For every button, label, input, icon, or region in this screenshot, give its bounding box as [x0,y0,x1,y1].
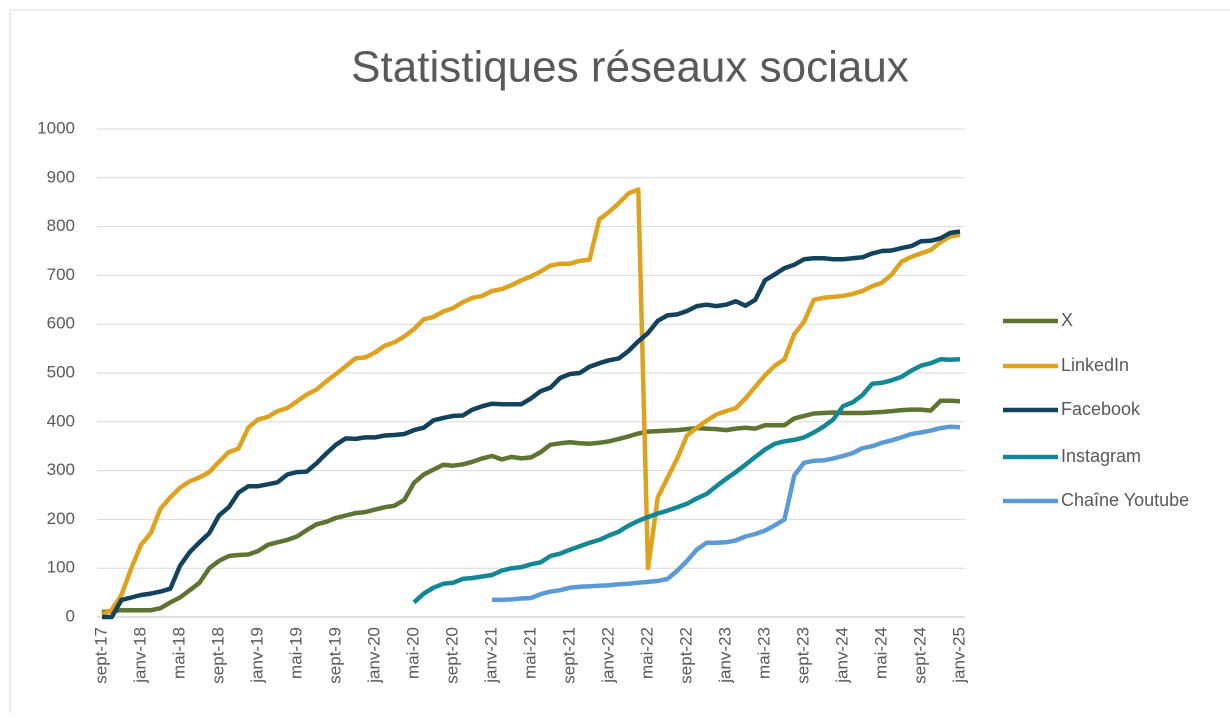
series-line [102,229,961,620]
x-tick-label: janv-23 [715,627,734,684]
y-tick-label: 500 [47,362,75,381]
x-tick-label: mai-24 [871,627,890,679]
x-tick-label: janv-18 [130,627,149,684]
x-tick-label: sept-22 [676,627,695,684]
legend-label: X [1061,310,1073,330]
legend-label: Chaîne Youtube [1061,490,1189,510]
x-tick-label: sept-18 [208,627,227,684]
y-tick-label: 600 [47,314,75,333]
legend-label: Instagram [1061,446,1141,466]
x-tick-label: mai-23 [754,627,773,679]
y-tick-label: 100 [47,558,75,577]
series-line [101,398,961,615]
series-line [100,187,961,617]
y-tick-label: 700 [47,265,75,284]
x-tick-label: janv-19 [247,627,266,684]
x-tick-label: janv-25 [949,627,968,684]
y-tick-label: 800 [47,216,75,235]
x-tick-label: sept-23 [793,627,812,684]
x-tick-label: mai-20 [403,627,422,679]
y-tick-label: 300 [47,460,75,479]
y-tick-label: 900 [47,167,75,186]
x-tick-label: mai-21 [520,627,539,679]
series-line [412,357,961,605]
legend-label: LinkedIn [1061,355,1129,375]
chart-frame [9,9,1230,718]
legend-label: Facebook [1061,399,1141,419]
x-tick-label: janv-20 [364,627,383,684]
series-line [492,424,961,603]
x-tick-label: sept-19 [325,627,344,684]
x-tick-label: sept-24 [910,627,929,684]
y-tick-label: 400 [47,411,75,430]
y-tick-label: 200 [47,509,75,528]
x-tick-label: janv-21 [481,627,500,684]
chart-title: Statistiques réseaux sociaux [351,43,909,92]
y-tick-label: 1000 [37,118,75,137]
x-tick-label: sept-20 [442,627,461,684]
x-tick-label: janv-24 [832,627,851,684]
x-tick-label: mai-18 [169,627,188,679]
y-tick-label: 0 [66,606,75,625]
x-tick-label: sept-21 [559,627,578,684]
x-tick-label: mai-22 [637,627,656,679]
x-tick-label: janv-22 [598,627,617,684]
x-tick-label: mai-19 [286,627,305,679]
x-tick-label: sept-17 [91,627,110,684]
